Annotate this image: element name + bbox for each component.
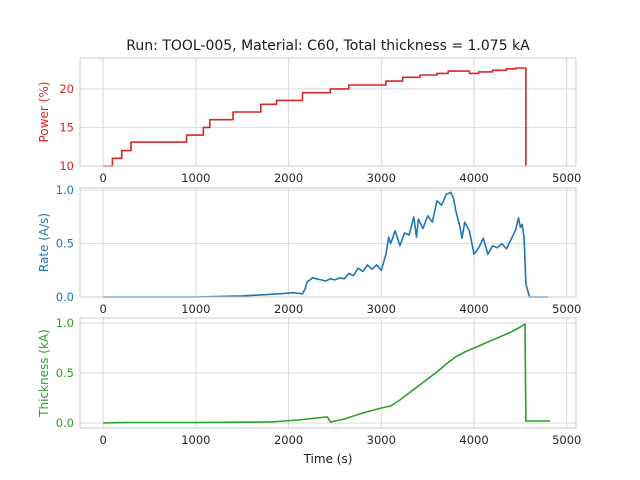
rate-xtick-label: 0 [100,302,107,316]
power-panel: 0 1000 2000 3000 4000 5000 10 15 20 Power (%) [37,57,581,185]
rate-xtick-label: 1000 [181,302,210,316]
rate-xtick-label: 2000 [274,302,303,316]
thickness-ytick-label: 0.5 [56,366,74,380]
power-axes-frame [79,57,577,167]
power-xtick-label: 2000 [274,171,303,185]
rate-xtick-label: 3000 [367,302,396,316]
thickness-xtick-label: 3000 [367,433,396,447]
rate-panel: 0 1000 2000 3000 4000 5000 0.0 0.5 1.0 Rate (A/s) [37,183,581,316]
thickness-xtick-label: 4000 [459,433,488,447]
rate-ytick-label: 0.0 [56,290,74,304]
thickness-xtick-label: 2000 [274,433,303,447]
power-xtick-label: 1000 [181,171,210,185]
thickness-axes-frame [79,317,577,429]
power-ytick-label: 10 [59,159,74,173]
power-xtick-label: 0 [100,171,107,185]
rate-xtick-label: 4000 [459,302,488,316]
thickness-xlabel: Time (s) [303,452,353,466]
thickness-xtick-label: 5000 [552,433,581,447]
thickness-ytick-label: 1.0 [56,316,74,330]
panels: 0 1000 2000 3000 4000 5000 10 15 20 Power (%) 0 100… [37,57,581,466]
rate-ytick-label: 1.0 [56,183,74,197]
thickness-panel: 0 1000 2000 3000 4000 5000 0.0 0.5 1.0 Thickness … [37,316,581,466]
chart-title: Run: TOOL-005, Material: C60, Total thic… [126,38,530,54]
power-ytick-label: 20 [59,82,74,96]
rate-ylabel: Rate (A/s) [37,213,51,272]
power-xtick-label: 4000 [459,171,488,185]
rate-ytick-label: 0.5 [56,237,74,251]
rate-axes-frame [79,187,577,298]
thickness-ytick-label: 0.0 [56,416,74,430]
rate-series-line [103,191,549,298]
thickness-xtick-label: 1000 [181,433,210,447]
power-ytick-label: 15 [59,120,74,134]
power-xtick-label: 5000 [552,171,581,185]
power-ylabel: Power (%) [37,82,51,143]
power-xtick-label: 3000 [367,171,396,185]
power-series-line [103,67,527,167]
rate-xtick-label: 5000 [552,302,581,316]
thickness-series-line [103,323,550,424]
thickness-xtick-label: 0 [100,433,107,447]
thickness-ylabel: Thickness (kA) [37,329,51,418]
